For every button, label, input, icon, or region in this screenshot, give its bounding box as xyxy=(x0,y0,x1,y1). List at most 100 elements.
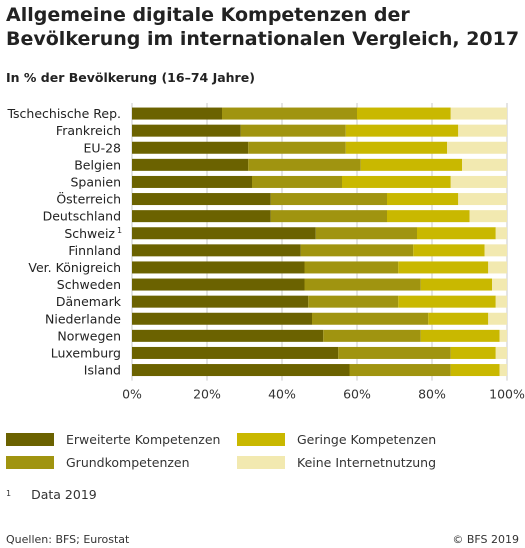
category-label: Island xyxy=(84,363,121,378)
bar-segment xyxy=(315,227,417,240)
bar-segment xyxy=(484,244,507,257)
x-tick-label: 60% xyxy=(343,387,371,402)
legend-item-keine: Keine Internetnutzung xyxy=(237,455,436,470)
bar-segment xyxy=(387,193,459,206)
chart-title: Allgemeine digitale Kompetenzen der Bevö… xyxy=(6,4,520,50)
bar-segment xyxy=(488,261,507,274)
x-tick-label: 0% xyxy=(122,387,142,402)
legend-swatch xyxy=(237,456,285,469)
bar-segment xyxy=(312,312,429,325)
category-label: Luxemburg xyxy=(51,345,121,360)
bar-segment xyxy=(450,364,500,377)
bar-segment xyxy=(488,312,507,325)
bar-segment xyxy=(499,329,507,342)
bar-segment xyxy=(132,364,350,377)
x-tick-label: 40% xyxy=(268,387,296,402)
category-label: Dänemark xyxy=(56,294,122,309)
legend-label: Erweiterte Kompetenzen xyxy=(66,432,221,447)
bar-segment xyxy=(420,329,500,342)
legend-label: Geringe Kompetenzen xyxy=(297,432,437,447)
category-label: Schweden xyxy=(57,277,121,292)
legend-label: Grundkompetenzen xyxy=(66,455,190,470)
bar-segment xyxy=(447,141,507,154)
category-label: Belgien xyxy=(74,157,121,172)
bar-segment xyxy=(495,227,507,240)
bar-segment xyxy=(222,107,357,120)
bar-segment xyxy=(132,210,271,223)
bar-segment xyxy=(499,364,507,377)
bar-segment xyxy=(132,107,222,120)
footnote: 1 Data 2019 xyxy=(6,487,97,502)
legend-swatch xyxy=(6,433,54,446)
category-label: Tschechische Rep. xyxy=(6,106,121,121)
category-label: EU-28 xyxy=(84,140,122,155)
x-tick-label: 100% xyxy=(489,387,525,402)
bar-segment xyxy=(132,193,271,206)
bar-segment xyxy=(342,175,451,188)
legend-swatch xyxy=(237,433,285,446)
bar-segment xyxy=(450,346,496,359)
bar-segment xyxy=(492,278,507,291)
bar-segment xyxy=(132,158,249,171)
category-label: Niederlande xyxy=(45,311,121,326)
category-label: Frankreich xyxy=(56,123,121,138)
bar-segment xyxy=(413,244,485,257)
bar-segment xyxy=(132,244,301,257)
bar-segment xyxy=(300,244,414,257)
legend-item-grund: Grundkompetenzen xyxy=(6,455,190,470)
bar-segment xyxy=(345,141,447,154)
bar-segment xyxy=(458,193,507,206)
source-text: Quellen: BFS; Eurostat xyxy=(6,533,130,546)
bar-segment xyxy=(308,295,399,308)
bar-segment xyxy=(248,141,346,154)
bar-segment xyxy=(450,175,507,188)
bar-segment xyxy=(132,124,241,137)
category-label: Ver. Königreich xyxy=(28,260,121,275)
bar-segment xyxy=(349,364,451,377)
bar-segment xyxy=(240,124,346,137)
bar-segment xyxy=(345,124,459,137)
legend-swatch xyxy=(6,456,54,469)
category-footnote-marker: 1 xyxy=(117,226,122,235)
x-tick-label: 80% xyxy=(418,387,446,402)
bar-segment xyxy=(248,158,361,171)
bar-segment xyxy=(304,261,399,274)
legend-item-erweiterte: Erweiterte Kompetenzen xyxy=(6,432,220,447)
footnote-marker: 1 xyxy=(6,489,12,498)
chart-subtitle: In % der Bevölkerung (16–74 Jahre) xyxy=(6,70,255,85)
bar-segment xyxy=(252,175,342,188)
bar-segment xyxy=(495,295,507,308)
bar-segment xyxy=(462,158,507,171)
bar-segment xyxy=(132,329,324,342)
bar-segment xyxy=(450,107,507,120)
category-label: Norwegen xyxy=(57,328,121,343)
bar-segment xyxy=(304,278,421,291)
bar-segment xyxy=(270,210,387,223)
bar-segment xyxy=(132,175,252,188)
bar-segment xyxy=(398,295,496,308)
stacked-bar-chart: Tschechische Rep. Frankreich EU-28 Belgien S… xyxy=(6,103,525,402)
legend-label: Keine Internetnutzung xyxy=(297,455,437,470)
bar-segment xyxy=(398,261,489,274)
legend-item-geringe: Geringe Kompetenzen xyxy=(237,432,436,447)
category-label: Deutschland xyxy=(43,209,121,224)
bar-segment xyxy=(323,329,421,342)
bar-segment xyxy=(132,141,249,154)
bar-segment xyxy=(387,210,470,223)
bar-segment xyxy=(132,346,339,359)
category-label: Schweiz xyxy=(64,226,115,241)
bar-segment xyxy=(420,278,492,291)
copyright-text: © BFS 2019 xyxy=(452,533,519,546)
bar-segment xyxy=(360,158,462,171)
bar-segment xyxy=(338,346,451,359)
category-label: Spanien xyxy=(70,174,121,189)
bar-segment xyxy=(132,312,312,325)
bar-segment xyxy=(495,346,507,359)
footer: Quellen: BFS; Eurostat © BFS 2019 xyxy=(6,533,519,546)
footnote-text: Data 2019 xyxy=(31,487,97,502)
bar-segment xyxy=(458,124,507,137)
bar-segment xyxy=(132,295,309,308)
bar-segment xyxy=(469,210,507,223)
bar-segment xyxy=(428,312,489,325)
bar-segment xyxy=(357,107,451,120)
